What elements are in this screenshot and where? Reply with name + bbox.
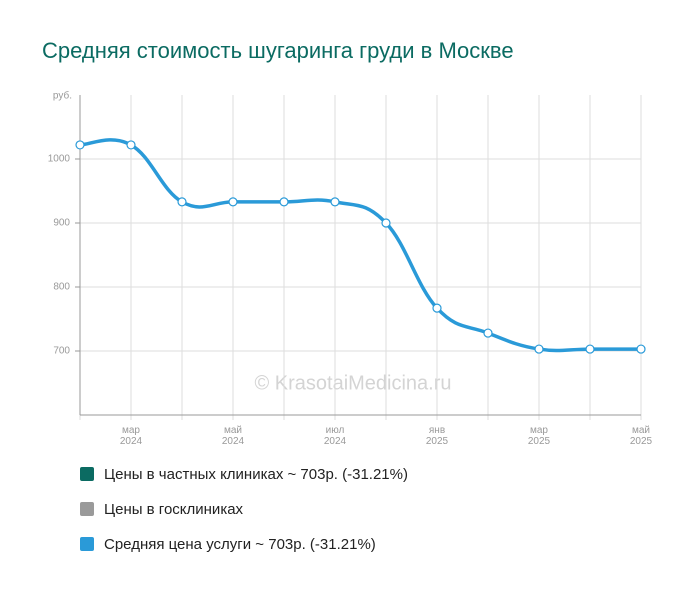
point [585, 344, 595, 354]
grid [79, 95, 642, 420]
x-tick-label: янв 2025 [425, 425, 449, 447]
point [126, 140, 136, 150]
legend-label: Цены в частных клиниках ~ 703р. (-31.21%… [104, 466, 408, 483]
point [177, 197, 187, 207]
point [330, 197, 340, 207]
y-tick-label: 700 [53, 346, 70, 357]
y-tick-label: 900 [53, 218, 70, 229]
point [534, 344, 544, 354]
y-tick-label: 1000 [48, 154, 71, 165]
x-tick-label: мар 2024 [119, 425, 143, 447]
point [228, 197, 238, 207]
point [381, 218, 391, 228]
point [636, 344, 646, 354]
x-tick-label: мар 2025 [527, 425, 551, 447]
point [432, 303, 442, 313]
legend-label: Цены в госклиниках [104, 501, 244, 518]
y-unit: руб. [53, 90, 72, 102]
watermark: © KrasotaiMedicina.ru [254, 372, 451, 394]
point [75, 140, 85, 150]
x-tick-label: май 2024 [221, 425, 245, 447]
x-tick-label: июл 2024 [323, 425, 347, 447]
legend-swatch [80, 467, 94, 481]
x-tick-label: май 2025 [629, 425, 653, 447]
y-tick-label: 800 [53, 282, 70, 293]
chart-title: Средняя стоимость шугаринга груди в Моск… [42, 38, 514, 63]
legend-swatch [80, 537, 94, 551]
line [79, 138, 641, 353]
legend-swatch [80, 502, 94, 516]
point [279, 197, 289, 207]
point [483, 328, 493, 338]
legend-label: Средняя цена услуги ~ 703р. (-31.21%) [104, 536, 376, 553]
